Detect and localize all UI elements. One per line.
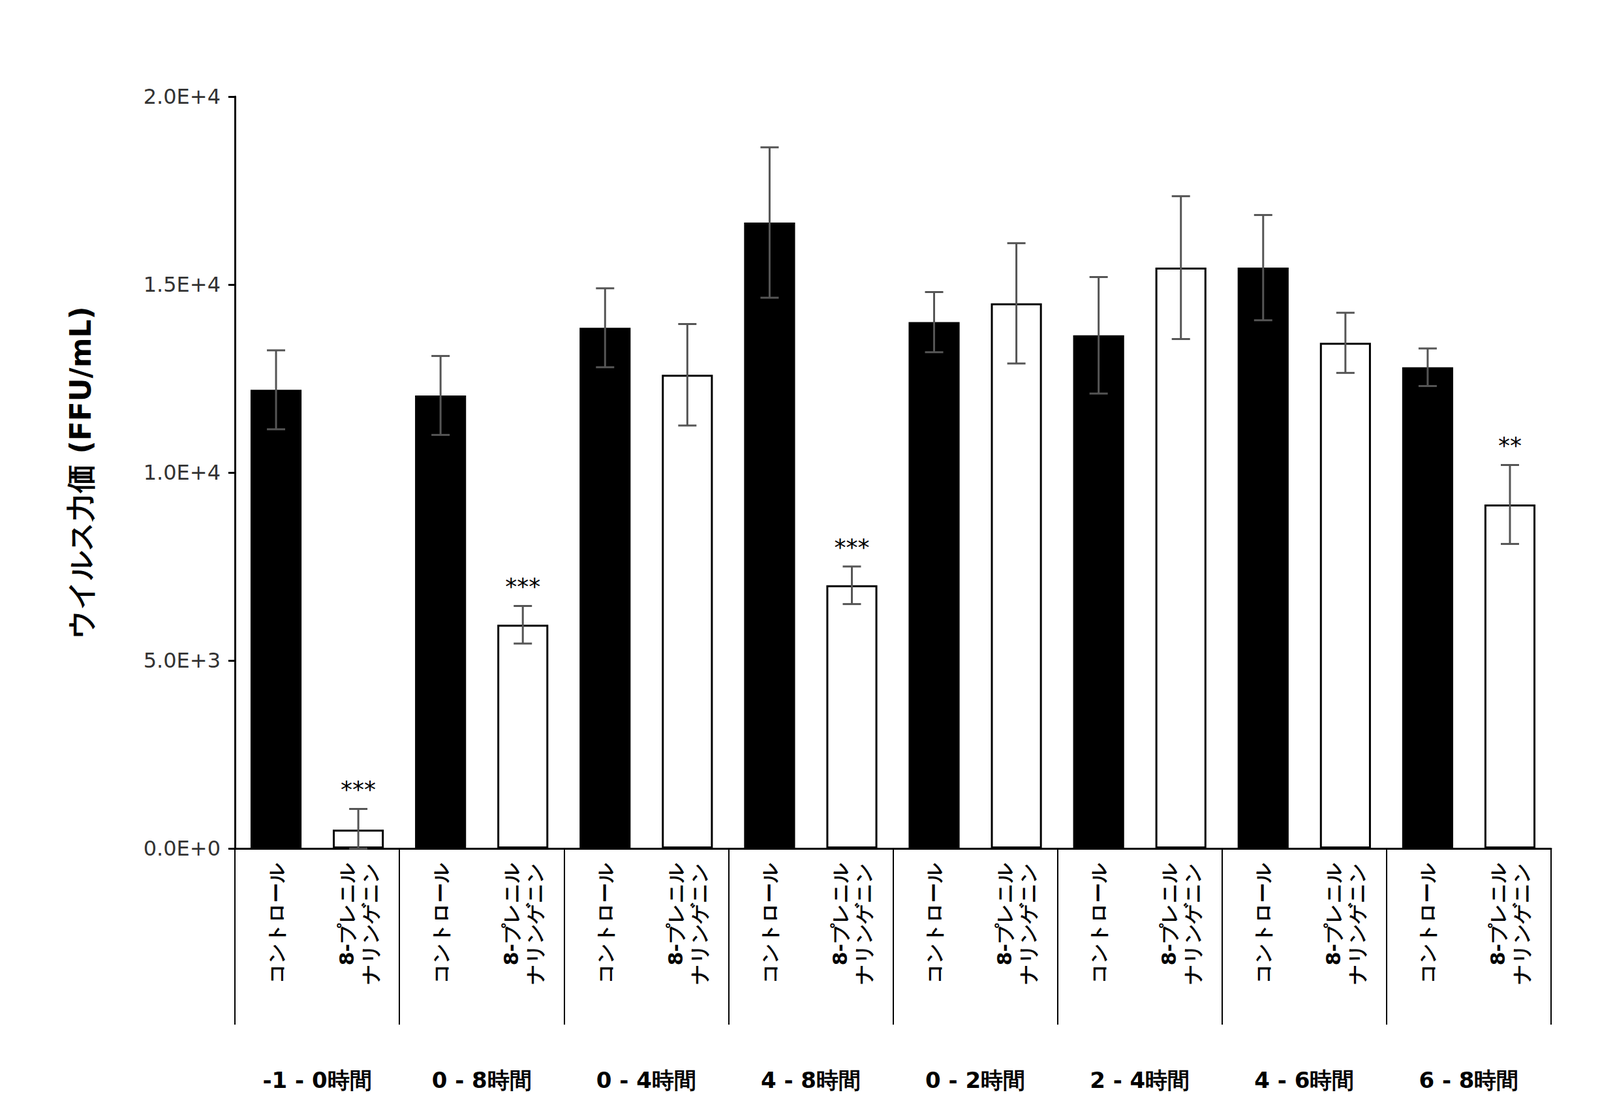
svg-text:コントロール: コントロール xyxy=(429,862,453,984)
svg-text:ナリンゲニン: ナリンゲニン xyxy=(1181,862,1204,985)
svg-text:8-プレニル: 8-プレニル xyxy=(828,862,852,966)
svg-text:1.5E+4: 1.5E+4 xyxy=(143,272,221,297)
svg-text:8-プレニル: 8-プレニル xyxy=(335,862,359,966)
svg-text:コントロール: コントロール xyxy=(1415,862,1439,984)
svg-text:ナリンゲニン: ナリンゲニン xyxy=(523,862,547,985)
svg-text:4 - 6時間: 4 - 6時間 xyxy=(1254,1066,1354,1093)
svg-text:5.0E+3: 5.0E+3 xyxy=(143,647,221,673)
svg-text:8-プレニル: 8-プレニル xyxy=(1157,862,1181,966)
svg-text:コントロール: コントロール xyxy=(1251,862,1275,984)
svg-text:0 - 4時間: 0 - 4時間 xyxy=(596,1066,697,1093)
svg-text:ナリンゲニン: ナリンゲニン xyxy=(1509,862,1533,985)
svg-text:***: *** xyxy=(833,533,870,561)
svg-text:ナリンゲニン: ナリンゲニン xyxy=(687,862,711,985)
svg-text:8-プレニル: 8-プレニル xyxy=(1322,862,1345,966)
svg-text:0 - 8時間: 0 - 8時間 xyxy=(431,1066,532,1093)
svg-text:0 - 2時間: 0 - 2時間 xyxy=(925,1066,1026,1093)
svg-text:0.0E+0: 0.0E+0 xyxy=(143,835,221,861)
svg-text:ナリンゲニン: ナリンゲニン xyxy=(358,862,382,985)
svg-text:コントロール: コントロール xyxy=(758,862,782,984)
svg-text:2 - 4時間: 2 - 4時間 xyxy=(1089,1066,1190,1093)
svg-text:2.0E+4: 2.0E+4 xyxy=(143,84,221,109)
svg-text:4 - 8時間: 4 - 8時間 xyxy=(760,1066,861,1093)
svg-text:8-プレニル: 8-プレニル xyxy=(993,862,1016,966)
svg-text:8-プレニル: 8-プレニル xyxy=(1486,862,1510,966)
svg-text:ナリンゲニン: ナリンゲニン xyxy=(1016,862,1040,985)
svg-text:1.0E+4: 1.0E+4 xyxy=(143,460,221,485)
svg-text:コントロール: コントロール xyxy=(1087,862,1110,984)
svg-text:8-プレニル: 8-プレニル xyxy=(664,862,688,966)
svg-text:ウイルス力価 (FFU/mL): ウイルス力価 (FFU/mL) xyxy=(63,306,98,639)
svg-text:8-プレニル: 8-プレニル xyxy=(499,862,523,966)
svg-text:ナリンゲニン: ナリンゲニン xyxy=(1345,862,1369,985)
svg-text:***: *** xyxy=(505,572,541,600)
svg-text:ナリンゲニン: ナリンゲニン xyxy=(852,862,876,985)
svg-text:コントロール: コントロール xyxy=(264,862,288,984)
svg-text:-1 - 0時間: -1 - 0時間 xyxy=(262,1066,372,1093)
svg-text:**: ** xyxy=(1498,431,1522,459)
svg-text:コントロール: コントロール xyxy=(922,862,946,984)
svg-text:コントロール: コントロール xyxy=(593,862,617,984)
svg-text:6 - 8時間: 6 - 8時間 xyxy=(1418,1066,1519,1093)
svg-text:***: *** xyxy=(340,775,376,803)
